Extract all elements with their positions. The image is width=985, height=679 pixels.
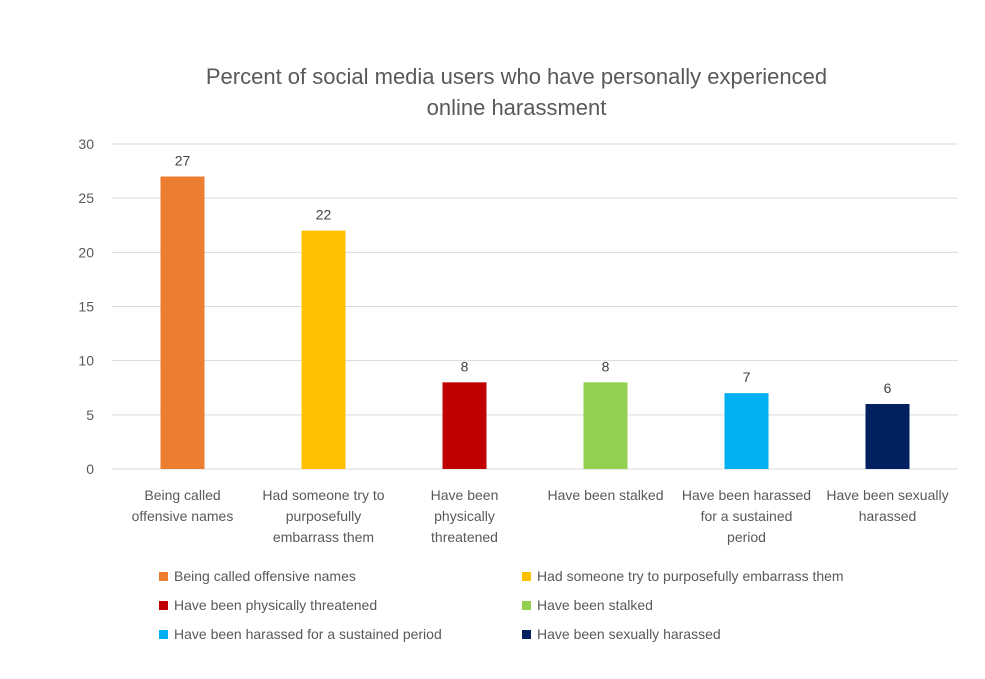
- chart-title-line-1: Percent of social media users who have p…: [205, 64, 828, 89]
- legend-label: Have been harassed for a sustained perio…: [174, 626, 442, 642]
- legend-label: Have been physically threatened: [174, 597, 378, 613]
- y-tick-label: 15: [78, 299, 94, 315]
- legend-swatch: [522, 571, 531, 581]
- x-tick-label: physically: [434, 508, 495, 524]
- legend-swatch: [522, 629, 531, 639]
- data-label: 7: [743, 369, 751, 385]
- x-tick-label: purposefully: [286, 508, 362, 524]
- y-tick-label: 0: [86, 461, 94, 477]
- x-tick-label: offensive names: [132, 508, 234, 524]
- bar: [583, 382, 628, 469]
- x-tick-label: period: [727, 529, 766, 545]
- x-tick-label: threatened: [431, 529, 498, 545]
- bar: [865, 404, 910, 469]
- legend-swatch: [522, 600, 531, 610]
- legend-label: Have been sexually harassed: [537, 626, 721, 642]
- legend-swatch: [159, 629, 168, 639]
- legend-item: Had someone try to purposefully embarras…: [522, 568, 844, 584]
- x-tick-label: Have been sexually: [826, 487, 948, 503]
- x-tick-label: Have been harassed: [682, 487, 811, 503]
- y-tick-label: 10: [78, 353, 94, 369]
- bar: [442, 382, 487, 469]
- x-tick-label: Have been: [431, 487, 499, 503]
- legend-label: Have been stalked: [537, 597, 653, 613]
- bar: [301, 230, 346, 469]
- x-tick-label: Have been stalked: [548, 487, 664, 503]
- x-tick-label: harassed: [859, 508, 917, 524]
- data-label: 27: [175, 153, 191, 169]
- data-label: 8: [461, 358, 469, 374]
- data-label: 8: [602, 358, 610, 374]
- legend-label: Had someone try to purposefully embarras…: [537, 568, 844, 584]
- bar: [724, 393, 769, 469]
- chart-title-line-2: online harassment: [426, 95, 607, 120]
- legend-label: Being called offensive names: [174, 568, 356, 584]
- x-tick-label: embarrass them: [273, 529, 374, 545]
- legend-item: Have been harassed for a sustained perio…: [159, 626, 442, 642]
- y-tick-label: 30: [78, 136, 94, 152]
- legend-item: Have been stalked: [522, 597, 653, 613]
- legend-swatch: [159, 600, 168, 610]
- bar: [160, 176, 205, 469]
- x-tick-label: Being called: [144, 487, 220, 503]
- y-tick-label: 5: [86, 407, 94, 423]
- x-tick-label: Had someone try to: [262, 487, 384, 503]
- y-tick-label: 20: [78, 244, 94, 260]
- data-label: 6: [884, 380, 892, 396]
- legend-item: Have been sexually harassed: [522, 626, 721, 642]
- legend-item: Being called offensive names: [159, 568, 356, 584]
- legend-item: Have been physically threatened: [159, 597, 377, 613]
- x-tick-label: for a sustained: [701, 508, 793, 524]
- data-label: 22: [316, 207, 332, 223]
- legend-swatch: [159, 571, 168, 581]
- y-tick-label: 25: [78, 190, 94, 206]
